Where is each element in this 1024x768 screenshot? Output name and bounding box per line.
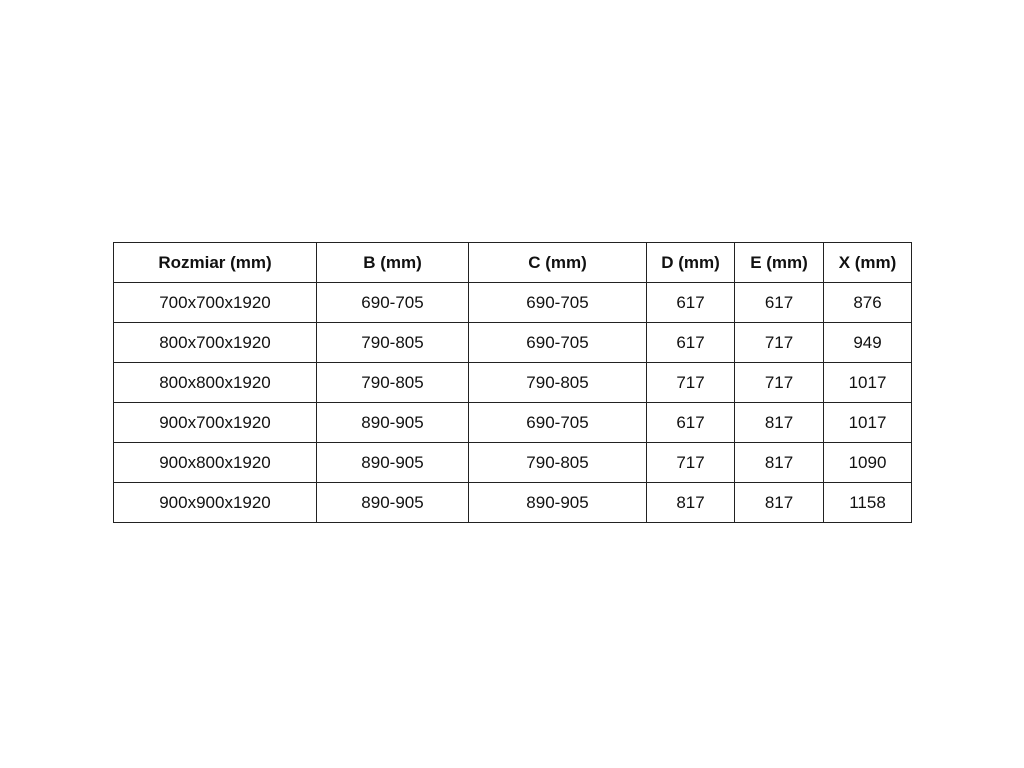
table-cell: 717 <box>734 322 824 363</box>
table-cell: 900x800x1920 <box>113 442 317 483</box>
table-cell: 900x900x1920 <box>113 482 317 523</box>
table-cell: 700x700x1920 <box>113 282 317 323</box>
table-cell: 790-805 <box>468 442 647 483</box>
table-row: 900x900x1920 890-905 890-905 817 817 1158 <box>113 482 912 523</box>
table-row: 900x800x1920 890-905 790-805 717 817 1090 <box>113 442 912 483</box>
table-cell: 617 <box>646 402 735 443</box>
table-cell: 717 <box>646 362 735 403</box>
table-cell: 790-805 <box>316 362 469 403</box>
table-cell: 790-805 <box>468 362 647 403</box>
table-row: 700x700x1920 690-705 690-705 617 617 876 <box>113 282 912 323</box>
table-cell: 690-705 <box>468 282 647 323</box>
table-cell: 817 <box>734 402 824 443</box>
header-size: Rozmiar (mm) <box>113 242 317 283</box>
header-x: X (mm) <box>823 242 912 283</box>
table-cell: 890-905 <box>316 402 469 443</box>
table-row: 800x700x1920 790-805 690-705 617 717 949 <box>113 322 912 363</box>
header-b: B (mm) <box>316 242 469 283</box>
table-cell: 890-905 <box>316 442 469 483</box>
table-cell: 617 <box>646 282 735 323</box>
table-cell: 817 <box>646 482 735 523</box>
table-cell: 690-705 <box>316 282 469 323</box>
table-cell: 790-805 <box>316 322 469 363</box>
table-row: 900x700x1920 890-905 690-705 617 817 1017 <box>113 402 912 443</box>
header-c: C (mm) <box>468 242 647 283</box>
table-cell: 690-705 <box>468 402 647 443</box>
table-row: 800x800x1920 790-805 790-805 717 717 1017 <box>113 362 912 403</box>
table-cell: 717 <box>646 442 735 483</box>
table-cell: 817 <box>734 442 824 483</box>
table-cell: 617 <box>646 322 735 363</box>
table-cell: 890-905 <box>316 482 469 523</box>
header-e: E (mm) <box>734 242 824 283</box>
table-cell: 800x700x1920 <box>113 322 317 363</box>
header-d: D (mm) <box>646 242 735 283</box>
table-cell: 1090 <box>823 442 912 483</box>
table-cell: 817 <box>734 482 824 523</box>
table-cell: 1017 <box>823 402 912 443</box>
table-header-row: Rozmiar (mm) B (mm) C (mm) D (mm) E (mm)… <box>113 242 912 283</box>
table-cell: 717 <box>734 362 824 403</box>
table-cell: 1017 <box>823 362 912 403</box>
table-cell: 890-905 <box>468 482 647 523</box>
table-cell: 900x700x1920 <box>113 402 317 443</box>
dimensions-table: Rozmiar (mm) B (mm) C (mm) D (mm) E (mm)… <box>113 242 912 523</box>
table-cell: 949 <box>823 322 912 363</box>
table-cell: 876 <box>823 282 912 323</box>
table-cell: 617 <box>734 282 824 323</box>
table-cell: 1158 <box>823 482 912 523</box>
table-cell: 800x800x1920 <box>113 362 317 403</box>
table-cell: 690-705 <box>468 322 647 363</box>
